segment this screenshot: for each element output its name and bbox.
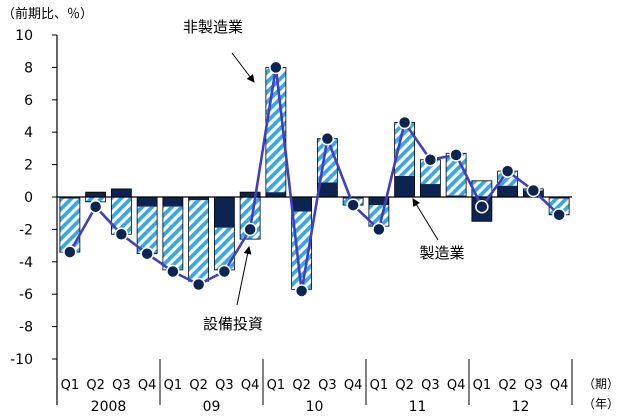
manufacturing-bar <box>214 197 234 228</box>
x-tick-label: Q2 <box>498 378 517 393</box>
manufacturing-bar <box>86 192 106 197</box>
investment-point <box>193 278 205 290</box>
x-tick-label: Q1 <box>61 378 80 393</box>
investment-point <box>527 185 539 197</box>
manufacturing-bar <box>163 197 183 207</box>
year-label: 09 <box>203 399 221 415</box>
x-tick-label: Q4 <box>138 378 157 393</box>
x-tick-label: Q4 <box>550 378 569 393</box>
investment-point <box>476 201 488 213</box>
y-tick-label: 10 <box>15 28 33 44</box>
x-tick-label: Q4 <box>447 378 466 393</box>
investment-point <box>64 246 76 258</box>
annotation-investment: 設備投資 <box>203 315 263 333</box>
y-tick-label: -8 <box>19 320 33 336</box>
year-label: 2008 <box>91 399 127 415</box>
y-tick-label: -4 <box>19 255 33 271</box>
year-label: 11 <box>409 399 427 415</box>
x-year-label: （年） <box>583 397 619 411</box>
x-tick-label: Q3 <box>318 378 337 393</box>
annotation-manufacturing: 製造業 <box>419 244 464 262</box>
annotation-arrow <box>413 199 438 240</box>
y-tick-label: 8 <box>24 60 33 76</box>
investment-point <box>321 133 333 145</box>
annotation-arrow <box>237 247 249 305</box>
investment-point <box>141 248 153 260</box>
investment-point <box>424 154 436 166</box>
investment-point <box>244 223 256 235</box>
investment-point <box>502 165 514 177</box>
manufacturing-bar <box>111 189 131 197</box>
x-tick-label: Q4 <box>344 378 363 393</box>
y-tick-label: 4 <box>24 125 33 141</box>
x-tick-label: Q3 <box>421 378 440 393</box>
x-tick-label: Q3 <box>524 378 543 393</box>
investment-point <box>270 61 282 73</box>
y-axis-unit-label: （前期比、％） <box>2 6 93 22</box>
investment-point <box>218 266 230 278</box>
x-tick-label: Q4 <box>241 378 260 393</box>
investment-point <box>347 199 359 211</box>
investment-point <box>115 228 127 240</box>
manufacturing-bar <box>395 176 415 197</box>
annotation-non-manufacturing: 非製造業 <box>183 18 243 36</box>
investment-point <box>399 116 411 128</box>
y-tick-label: 2 <box>24 158 33 174</box>
manufacturing-bar <box>292 197 312 212</box>
y-tick-label: 6 <box>24 93 33 109</box>
manufacturing-bar <box>266 192 286 197</box>
x-period-label: （期） <box>583 377 619 391</box>
y-tick-label: 0 <box>24 190 33 206</box>
y-tick-label: -10 <box>10 352 33 368</box>
x-tick-label: Q1 <box>370 378 389 393</box>
y-tick-label: -2 <box>19 222 33 238</box>
x-tick-label: Q2 <box>292 378 311 393</box>
non-manufacturing-bar <box>137 207 157 254</box>
x-tick-label: Q1 <box>267 378 286 393</box>
manufacturing-bar <box>498 186 518 197</box>
investment-point <box>296 285 308 297</box>
x-tick-label: Q2 <box>189 378 208 393</box>
non-manufacturing-bar <box>60 199 80 252</box>
manufacturing-bar <box>137 197 157 207</box>
investment-point <box>553 209 565 221</box>
x-tick-label: Q2 <box>86 378 105 393</box>
non-manufacturing-bar <box>163 207 183 270</box>
non-manufacturing-bar <box>189 200 209 281</box>
x-tick-label: Q3 <box>215 378 234 393</box>
x-tick-label: Q1 <box>164 378 183 393</box>
year-label: 12 <box>512 399 530 415</box>
year-label: 10 <box>306 399 324 415</box>
non-manufacturing-bar <box>214 228 234 270</box>
annotation-arrow <box>232 53 254 82</box>
x-tick-label: Q3 <box>112 378 131 393</box>
x-tick-label: Q2 <box>395 378 414 393</box>
investment-point <box>167 266 179 278</box>
investment-point <box>450 149 462 161</box>
y-tick-label: -6 <box>19 287 33 303</box>
investment-point <box>90 201 102 213</box>
investment-point <box>373 223 385 235</box>
x-tick-label: Q1 <box>473 378 492 393</box>
manufacturing-bar <box>420 184 440 197</box>
